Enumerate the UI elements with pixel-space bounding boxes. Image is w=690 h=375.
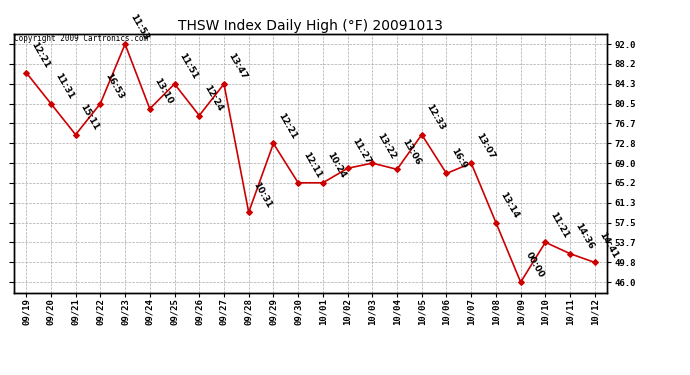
Text: 12:33: 12:33 bbox=[424, 103, 446, 132]
Text: 12:21: 12:21 bbox=[29, 40, 51, 70]
Text: 11:51: 11:51 bbox=[177, 52, 199, 81]
Point bbox=[416, 132, 427, 138]
Text: 13:14: 13:14 bbox=[499, 190, 521, 220]
Point bbox=[342, 165, 353, 171]
Text: 16:9: 16:9 bbox=[449, 147, 469, 171]
Point bbox=[391, 166, 402, 172]
Point bbox=[95, 100, 106, 106]
Point bbox=[119, 41, 130, 47]
Point bbox=[194, 112, 205, 118]
Text: 11:27: 11:27 bbox=[351, 136, 373, 165]
Text: 14:36: 14:36 bbox=[573, 222, 595, 251]
Text: 14:41: 14:41 bbox=[598, 230, 620, 260]
Text: Copyright 2009 Cartronics.com: Copyright 2009 Cartronics.com bbox=[14, 34, 148, 43]
Text: 10:24: 10:24 bbox=[326, 151, 348, 180]
Point bbox=[466, 160, 477, 166]
Text: 15:11: 15:11 bbox=[79, 103, 101, 132]
Text: 00:00: 00:00 bbox=[524, 251, 545, 279]
Text: 11:31: 11:31 bbox=[54, 72, 76, 101]
Point bbox=[441, 171, 452, 177]
Text: 11:53: 11:53 bbox=[128, 12, 150, 41]
Point bbox=[243, 209, 254, 215]
Point bbox=[564, 251, 575, 257]
Text: 12:21: 12:21 bbox=[276, 111, 298, 141]
Text: 16:53: 16:53 bbox=[103, 72, 125, 101]
Point bbox=[144, 106, 155, 112]
Point bbox=[293, 180, 304, 186]
Point bbox=[21, 70, 32, 76]
Text: 12:11: 12:11 bbox=[301, 151, 323, 180]
Text: 13:06: 13:06 bbox=[400, 137, 422, 166]
Point bbox=[169, 81, 180, 87]
Point bbox=[515, 279, 526, 285]
Text: 10:31: 10:31 bbox=[251, 180, 273, 210]
Point bbox=[219, 81, 230, 87]
Text: 11:21: 11:21 bbox=[548, 210, 570, 240]
Point bbox=[46, 100, 57, 106]
Point bbox=[491, 220, 502, 226]
Text: 13:07: 13:07 bbox=[474, 131, 496, 160]
Text: 12:24: 12:24 bbox=[202, 83, 224, 113]
Point bbox=[589, 260, 600, 266]
Point bbox=[367, 160, 378, 166]
Text: 13:47: 13:47 bbox=[227, 52, 249, 81]
Point bbox=[317, 180, 328, 186]
Text: 13:22: 13:22 bbox=[375, 131, 397, 160]
Point bbox=[540, 239, 551, 245]
Text: 13:10: 13:10 bbox=[152, 77, 175, 106]
Point bbox=[268, 141, 279, 147]
Title: THSW Index Daily High (°F) 20091013: THSW Index Daily High (°F) 20091013 bbox=[178, 19, 443, 33]
Point bbox=[70, 132, 81, 138]
